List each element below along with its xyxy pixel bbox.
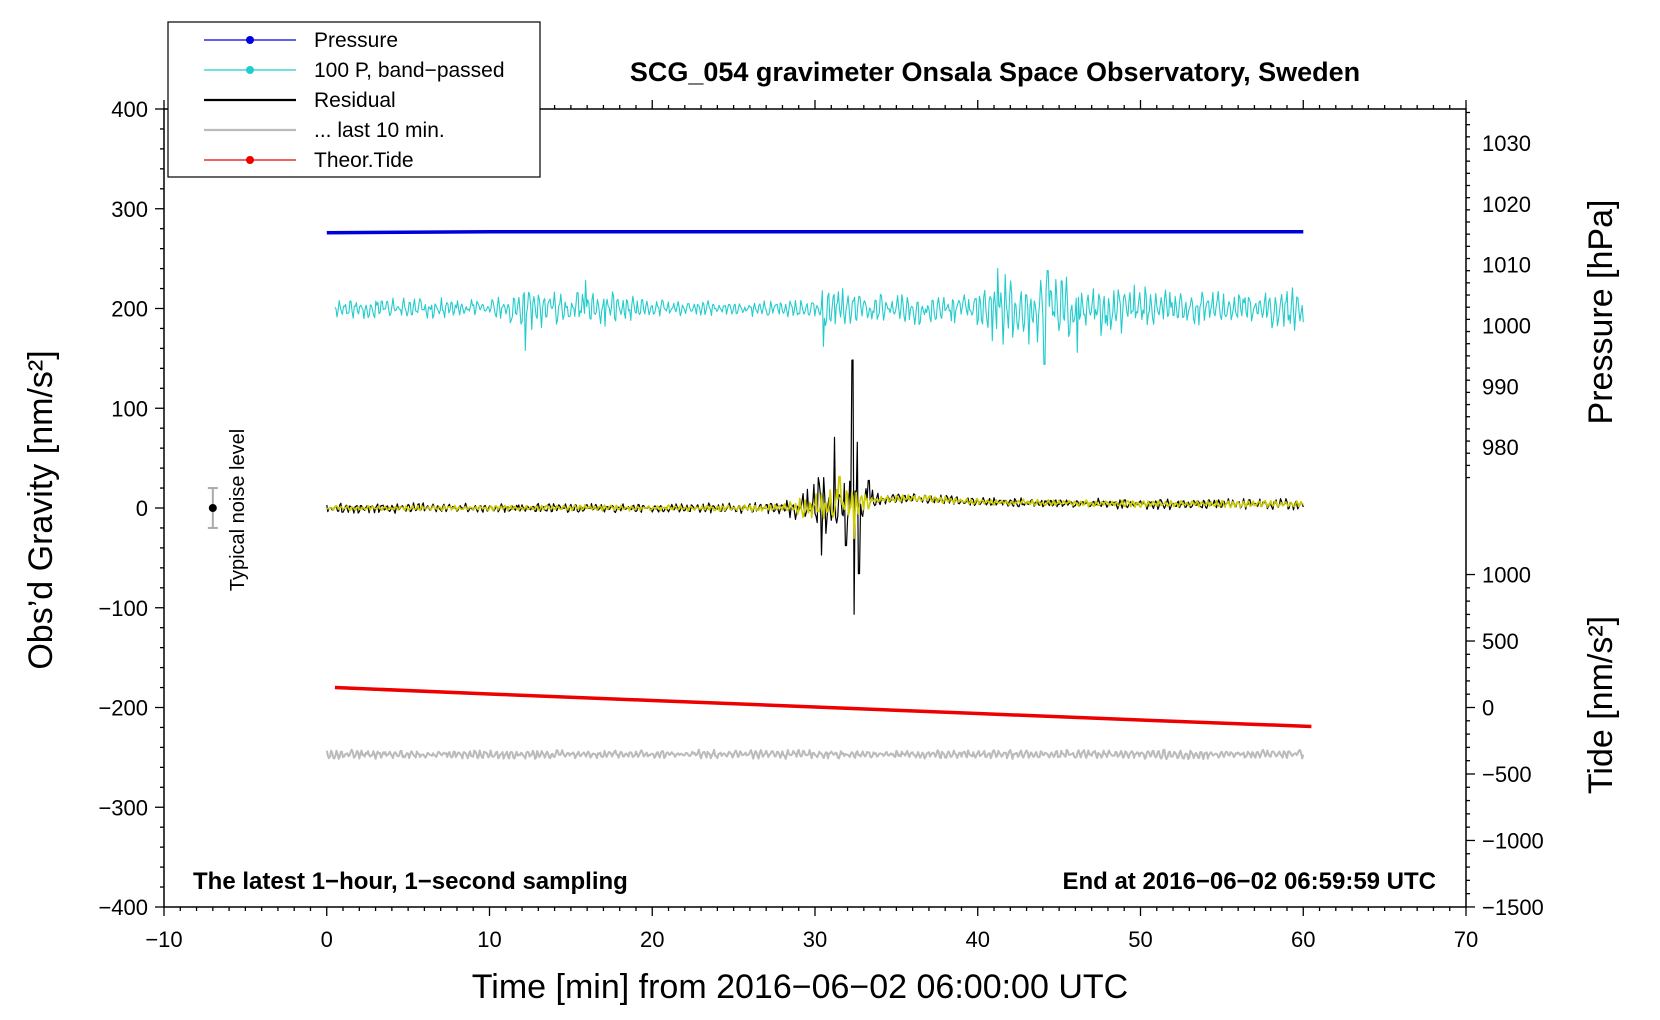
y-tick-label: −400: [98, 895, 148, 920]
pressure-tick-label: 990: [1482, 374, 1519, 399]
y-tick-label: −300: [98, 795, 148, 820]
legend-label-residual: Residual: [314, 89, 396, 112]
noise-bar-point: [208, 504, 217, 512]
y-tick-label: −100: [98, 596, 148, 621]
x-tick-label: 0: [321, 927, 333, 952]
legend-label-last-10-min: ... last 10 min.: [314, 119, 445, 142]
pressure-tick-label: 1030: [1482, 131, 1531, 156]
y-axis-title-pressure: Pressure [hPa]: [1582, 200, 1620, 425]
tide-tick-label: 1000: [1482, 563, 1531, 588]
x-tick-label: −10: [145, 927, 182, 952]
chart-title: SCG_054 gravimeter Onsala Space Observat…: [630, 57, 1360, 87]
series-residual-smoothed-line: [326, 475, 1304, 540]
legend: Pressure 100 P, band−passed Residual ... la…: [167, 21, 541, 178]
x-tick-label: 20: [640, 927, 664, 952]
x-tick-label: 50: [1128, 927, 1152, 952]
y-tick-label: 400: [111, 97, 148, 122]
pressure-tick-label: 980: [1482, 435, 1519, 460]
legend-label-theor-tide: Theor.Tide: [314, 149, 414, 172]
legend-marker-theor-tide: [246, 156, 254, 164]
series-layer: [207, 229, 1312, 761]
pressure-tick-label: 1010: [1482, 253, 1531, 278]
y-tick-label: 0: [136, 496, 148, 521]
legend-label-100-p-band-passed: 100 P, band−passed: [314, 59, 505, 82]
series-residual-line: [326, 359, 1304, 615]
x-axis-title: Time [min] from 2016−06−02 06:00:00 UTC: [472, 968, 1128, 1006]
tide-tick-label: −1000: [1482, 828, 1544, 853]
series-last-10-min-line: [325, 748, 1305, 761]
legend-marker-100-p-band-passed: [246, 66, 254, 74]
y-axis-title-tide: Tide [nm/s²]: [1582, 616, 1620, 794]
x-tick-label: 40: [966, 927, 990, 952]
x-tick-label: 70: [1454, 927, 1478, 952]
x-tick-label: 30: [803, 927, 827, 952]
y-axis-title-left: Obs’d Gravity [nm/s²]: [22, 350, 60, 669]
series-pressure-line: [326, 229, 1304, 235]
annotation-bottom-left: The latest 1−hour, 1−second sampling: [193, 868, 628, 895]
tide-tick-label: −1500: [1482, 895, 1544, 920]
tide-tick-label: −500: [1482, 762, 1532, 787]
series-100-p-band-passed-line: [334, 268, 1304, 365]
y-tick-label: 200: [111, 297, 148, 322]
legend-marker-pressure: [246, 36, 254, 44]
y-tick-label: 100: [111, 396, 148, 421]
pressure-tick-label: 1020: [1482, 192, 1531, 217]
y-tick-label: −200: [98, 696, 148, 721]
axes-layer: −10 0 10 20 30 40 50 60 704003002001000−100−200−…: [98, 97, 1543, 952]
pressure-tick-label: 1000: [1482, 313, 1531, 338]
annotation-bottom-right: End at 2016−06−02 06:59:59 UTC: [1062, 868, 1436, 895]
series-theor-tide-line: [334, 685, 1312, 729]
x-tick-label: 10: [477, 927, 501, 952]
tide-tick-label: 0: [1482, 696, 1494, 721]
legend-label-pressure: Pressure: [314, 29, 398, 52]
noise-level-label: Typical noise level: [227, 429, 249, 591]
tide-tick-label: 500: [1482, 629, 1519, 654]
y-tick-label: 300: [111, 197, 148, 222]
x-tick-label: 60: [1291, 927, 1315, 952]
